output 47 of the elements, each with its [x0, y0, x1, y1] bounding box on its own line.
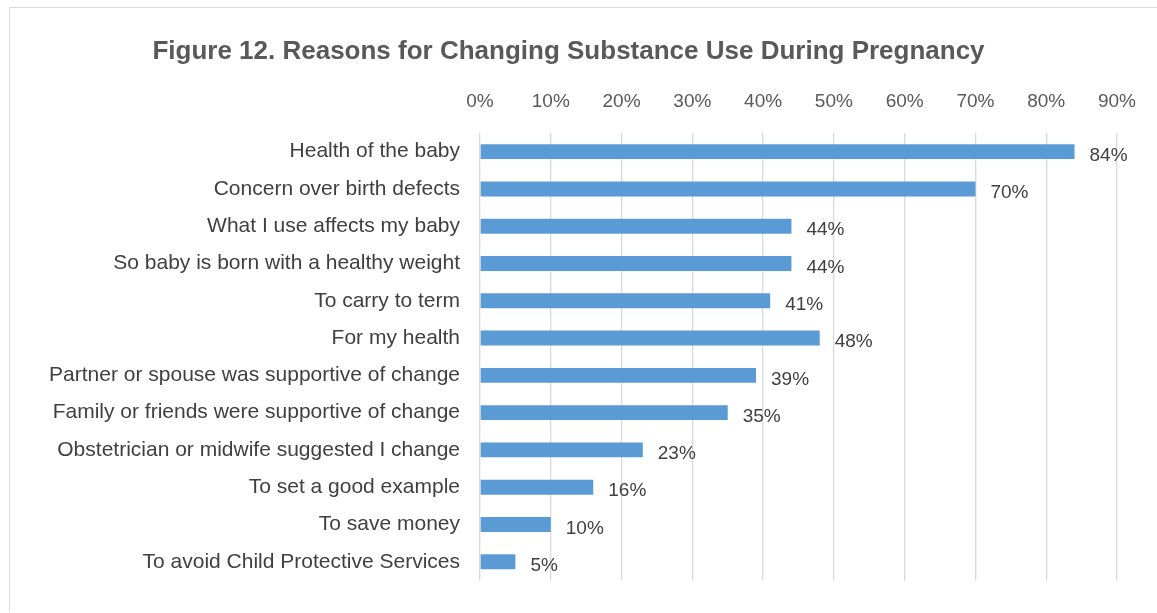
data-label: 48% [834, 330, 873, 352]
data-label: 44% [806, 218, 845, 240]
data-label: 44% [806, 255, 845, 277]
bar [480, 293, 771, 309]
x-tick-label: 40% [744, 89, 783, 111]
y-tick-label: So baby is born with a healthy weight [113, 250, 461, 274]
y-tick-label: Concern over birth defects [213, 175, 460, 199]
bar [480, 517, 551, 532]
y-tick-label: To set a good example [248, 473, 460, 497]
data-label: 10% [565, 516, 604, 538]
data-label: 70% [990, 181, 1029, 203]
x-tick-label: 30% [673, 89, 712, 111]
data-label: 16% [608, 479, 647, 501]
bar [480, 181, 976, 197]
bar [480, 367, 757, 383]
data-label: 35% [742, 404, 781, 426]
bar [480, 479, 594, 495]
x-tick-label: 10% [531, 89, 570, 111]
y-tick-label: To avoid Child Protective Services [142, 548, 460, 572]
data-label: 39% [771, 367, 810, 389]
bar [480, 218, 792, 234]
y-tick-label: To carry to term [314, 287, 460, 311]
x-tick-label: 70% [956, 89, 995, 111]
x-tick-label: 80% [1027, 89, 1066, 111]
bar [480, 442, 643, 458]
data-label: 84% [1089, 143, 1128, 165]
data-label: 5% [530, 553, 558, 575]
bar [480, 256, 792, 271]
y-tick-label: What I use affects my baby [207, 213, 461, 237]
y-tick-label: Family or friends were supportive of change [52, 399, 460, 423]
x-tick-label: 20% [602, 89, 641, 111]
data-label: 41% [785, 293, 824, 315]
chart-title: Figure 12. Reasons for Changing Substance Use During Pregnancy [152, 34, 986, 65]
data-label: 23% [657, 442, 696, 464]
x-tick-label: 90% [1097, 89, 1137, 111]
y-tick-label: Partner or spouse was supportive of change [49, 362, 460, 386]
bar [480, 330, 820, 346]
y-tick-label: Obstetrician or midwife suggested I change [57, 436, 460, 460]
bar [480, 554, 516, 570]
x-tick-label: 0% [466, 89, 494, 111]
bar [480, 405, 728, 421]
y-tick-label: To save money [318, 511, 461, 535]
x-tick-label: 50% [814, 89, 854, 111]
y-tick-label: Health of the baby [289, 138, 461, 162]
x-tick-label: 60% [885, 89, 924, 111]
y-tick-label: For my health [331, 324, 460, 348]
bar [480, 144, 1075, 160]
